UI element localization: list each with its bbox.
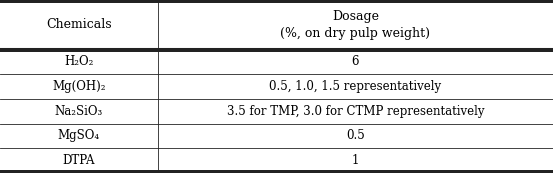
Text: DTPA: DTPA (62, 154, 95, 167)
Text: 0.5, 1.0, 1.5 representatively: 0.5, 1.0, 1.5 representatively (269, 80, 441, 93)
Text: 3.5 for TMP, 3.0 for CTMP representatively: 3.5 for TMP, 3.0 for CTMP representative… (227, 105, 484, 118)
Text: H₂O₂: H₂O₂ (64, 55, 93, 68)
Text: 1: 1 (352, 154, 359, 167)
Text: Mg(OH)₂: Mg(OH)₂ (52, 80, 106, 93)
Text: Chemicals: Chemicals (46, 18, 112, 31)
Text: Dosage
(%, on dry pulp weight): Dosage (%, on dry pulp weight) (280, 10, 430, 40)
Text: MgSO₄: MgSO₄ (58, 129, 100, 142)
Text: Na₂SiO₃: Na₂SiO₃ (55, 105, 103, 118)
Text: 0.5: 0.5 (346, 129, 364, 142)
Text: 6: 6 (352, 55, 359, 68)
